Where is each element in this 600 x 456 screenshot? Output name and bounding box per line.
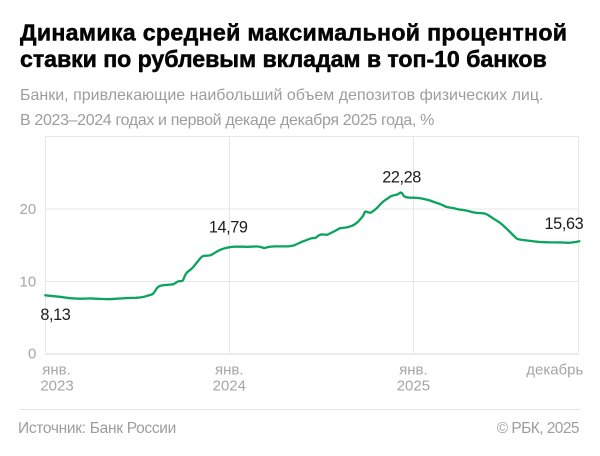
svg-text:Банки, привлекающие наибольший: Банки, привлекающие наибольший объем деп… [20,87,543,104]
svg-text:2025: 2025 [397,377,430,394]
svg-text:ставки по рублевым вкладам в т: ставки по рублевым вкладам в топ-10 банк… [20,46,547,72]
svg-text:© РБК, 2025: © РБК, 2025 [497,420,579,437]
svg-text:Динамика средней максимальной: Динамика средней максимальной процентной [20,20,567,46]
svg-text:декабрь: декабрь [526,362,583,379]
svg-text:янв.: янв. [399,362,428,379]
svg-text:Источник: Банк России: Источник: Банк России [18,420,176,437]
svg-text:20: 20 [20,201,37,218]
svg-text:2024: 2024 [213,377,246,394]
svg-text:янв.: янв. [215,362,244,379]
svg-text:0: 0 [28,346,36,363]
svg-text:2023: 2023 [40,377,73,394]
svg-text:янв.: янв. [42,362,71,379]
svg-text:10: 10 [20,274,37,291]
svg-text:22,28: 22,28 [382,169,421,187]
svg-text:15,63: 15,63 [545,215,584,233]
svg-text:В 2023–2024 годах и первой дек: В 2023–2024 годах и первой декаде декабр… [20,112,434,129]
svg-text:8,13: 8,13 [40,306,70,324]
svg-text:14,79: 14,79 [209,219,248,237]
